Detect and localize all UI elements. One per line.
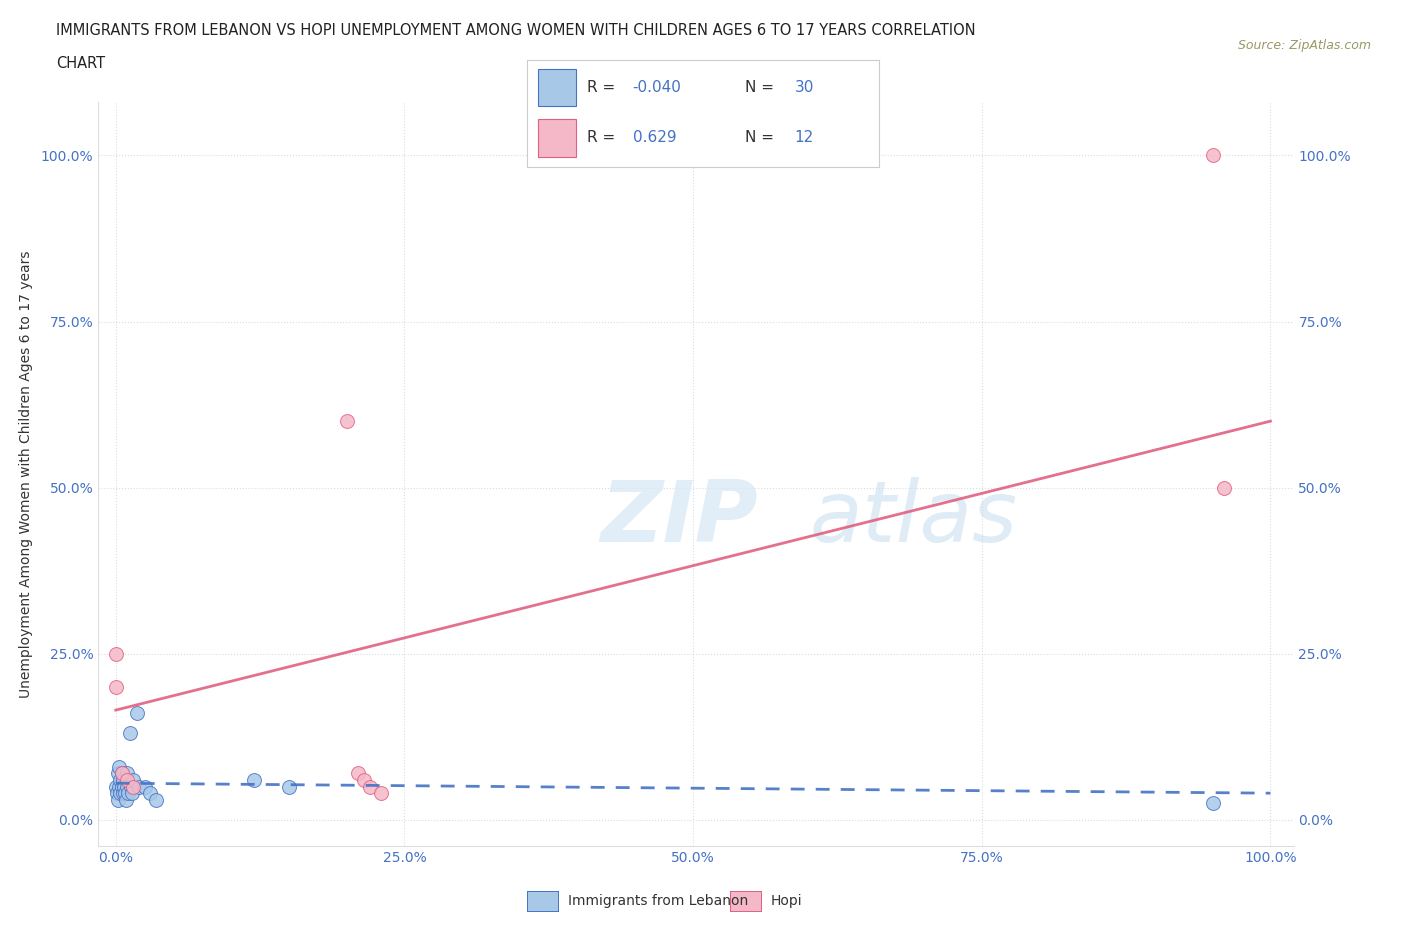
- Point: [125, 706, 148, 721]
- Bar: [537, 119, 576, 157]
- Point: [134, 779, 156, 794]
- Point: [110, 765, 132, 780]
- Point: [117, 786, 139, 801]
- Point: [104, 680, 127, 695]
- Point: [353, 773, 375, 788]
- Text: 30: 30: [794, 80, 814, 95]
- Point: [1202, 796, 1225, 811]
- Text: 0.629: 0.629: [633, 130, 676, 145]
- Bar: [537, 69, 576, 106]
- Point: [115, 792, 138, 807]
- Text: Hopi: Hopi: [770, 894, 801, 909]
- Point: [1213, 480, 1236, 495]
- Y-axis label: Unemployment Among Women with Children Ages 6 to 17 years: Unemployment Among Women with Children A…: [18, 250, 32, 698]
- Point: [120, 779, 142, 794]
- Point: [122, 779, 145, 794]
- Point: [110, 779, 132, 794]
- Point: [110, 765, 132, 780]
- Point: [128, 779, 150, 794]
- Text: R =: R =: [588, 130, 620, 145]
- Point: [105, 786, 128, 801]
- Text: IMMIGRANTS FROM LEBANON VS HOPI UNEMPLOYMENT AMONG WOMEN WITH CHILDREN AGES 6 TO: IMMIGRANTS FROM LEBANON VS HOPI UNEMPLOY…: [56, 23, 976, 38]
- Text: CHART: CHART: [56, 56, 105, 71]
- Point: [108, 759, 131, 774]
- Text: ZIP: ZIP: [600, 477, 758, 561]
- Point: [1202, 148, 1225, 163]
- Point: [243, 773, 266, 788]
- Text: -0.040: -0.040: [633, 80, 682, 95]
- Text: N =: N =: [745, 130, 779, 145]
- Point: [117, 773, 139, 788]
- Point: [104, 779, 127, 794]
- Point: [118, 726, 141, 741]
- Point: [122, 773, 145, 788]
- Point: [117, 779, 139, 794]
- Point: [107, 765, 129, 780]
- Text: atlas: atlas: [810, 477, 1018, 561]
- Point: [110, 786, 132, 801]
- Point: [121, 786, 143, 801]
- Point: [112, 779, 135, 794]
- Text: Immigrants from Lebanon: Immigrants from Lebanon: [568, 894, 748, 909]
- Point: [370, 786, 392, 801]
- Point: [139, 786, 162, 801]
- Point: [145, 792, 167, 807]
- Text: N =: N =: [745, 80, 779, 95]
- Point: [108, 779, 131, 794]
- Point: [336, 414, 359, 429]
- Point: [347, 765, 370, 780]
- Point: [107, 792, 129, 807]
- Text: Source: ZipAtlas.com: Source: ZipAtlas.com: [1237, 39, 1371, 52]
- Point: [278, 779, 301, 794]
- Text: 12: 12: [794, 130, 814, 145]
- Point: [111, 786, 134, 801]
- Text: R =: R =: [588, 80, 620, 95]
- Point: [117, 765, 139, 780]
- Point: [104, 646, 127, 661]
- Point: [359, 779, 381, 794]
- Point: [111, 773, 134, 788]
- Point: [114, 786, 136, 801]
- Point: [110, 773, 132, 788]
